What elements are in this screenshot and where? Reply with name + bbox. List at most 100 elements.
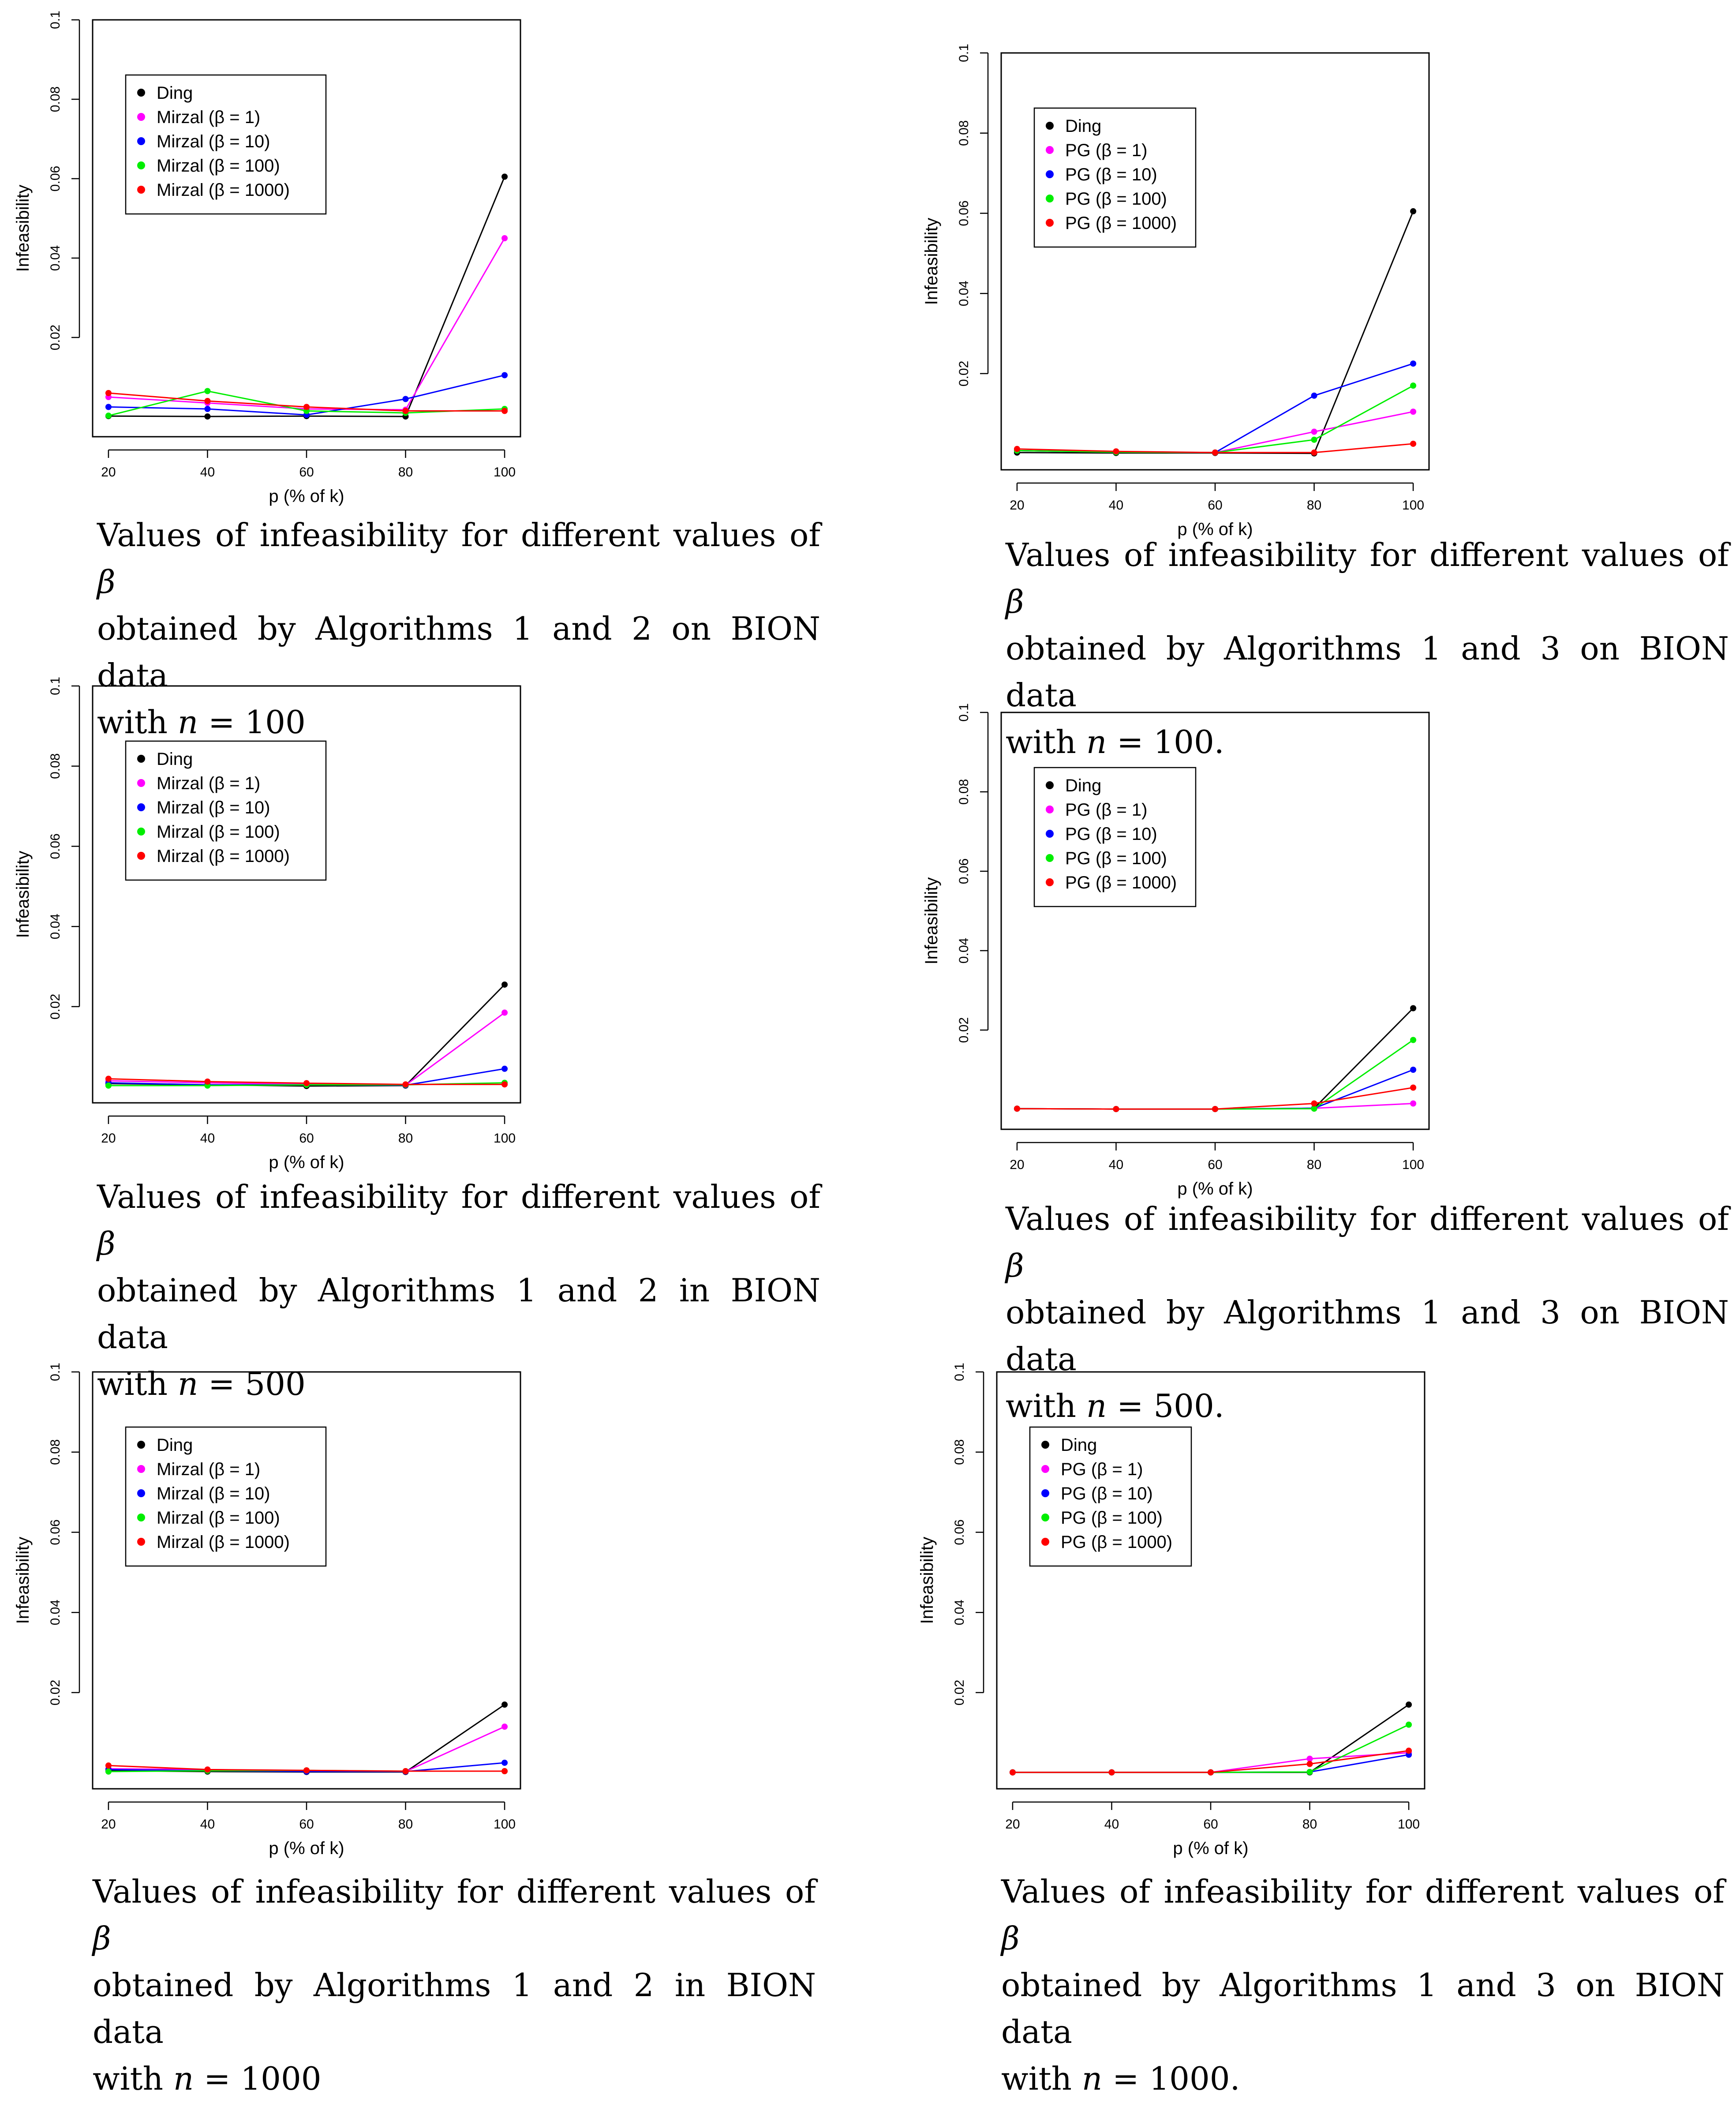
legend-marker-beta1000 [137, 186, 145, 194]
caption-beta-symbol: β [93, 1920, 111, 1957]
data-point-beta10 [1311, 392, 1317, 399]
legend-marker-beta1000 [137, 1538, 145, 1546]
y-axis-label: Infeasibility [13, 1537, 33, 1624]
x-tick-label: 40 [200, 465, 215, 480]
data-point-beta1000 [402, 1768, 409, 1775]
data-point-beta1000 [1306, 1761, 1313, 1767]
infeasibility-chart-alg2-n1000: 20 40 60 80 100 p (% of k) 0.02 0.04 0.06 0.08 0.1… [13, 1363, 521, 1858]
y-tick-label: 0.06 [48, 1519, 63, 1545]
y-tick-label: 0.1 [48, 1363, 63, 1381]
figure-caption: Values of infeasibility for different va… [93, 1868, 816, 2102]
legend-marker-beta10 [1046, 830, 1054, 838]
x-tick-label: 80 [1307, 1158, 1321, 1172]
data-point-beta1000 [105, 1075, 112, 1082]
data-point-beta1000 [105, 1762, 112, 1769]
chart-panel-4: 20 40 60 80 100 p (% of k) 0.02 0.04 0.06 0.08 0.1… [909, 693, 1729, 1424]
series-line-ding [108, 1704, 505, 1773]
x-axis-label: p (% of k) [1177, 1179, 1253, 1199]
series-line-ding [1017, 1008, 1414, 1110]
y-tick-label: 0.06 [48, 166, 63, 191]
infeasibility-chart-alg2-n500: 20 40 60 80 100 p (% of k) 0.02 0.04 0.06 0.08 0.1… [13, 677, 521, 1172]
legend-label: Mirzal (β = 10) [157, 132, 270, 151]
data-point-beta100 [1311, 1105, 1317, 1112]
data-point-beta1000 [303, 1080, 310, 1087]
caption-line-1: Values of infeasibility for different va… [1006, 1200, 1729, 1237]
caption-line-2: obtained by Algorithms 1 and 3 on BION d… [1001, 1967, 1725, 2050]
caption-line-3-rest: = 100. [1117, 723, 1224, 761]
data-point-ding [1406, 1701, 1412, 1708]
y-tick-label: 0.08 [957, 779, 971, 805]
legend-marker-beta1000 [1046, 878, 1054, 886]
data-point-beta10 [402, 396, 409, 402]
data-point-beta1000 [1014, 1105, 1020, 1112]
legend-marker-beta1 [1041, 1465, 1049, 1473]
data-point-beta1000 [1406, 1747, 1412, 1754]
infeasibility-chart-alg3-n1000: 20 40 60 80 100 p (% of k) 0.02 0.04 0.06 0.08 0.1… [917, 1363, 1425, 1858]
y-tick-label: 0.04 [48, 245, 63, 271]
y-axis-label: Infeasibility [922, 877, 941, 965]
data-point-beta100 [1306, 1769, 1313, 1775]
legend-label: PG (β = 1000) [1065, 214, 1177, 233]
series-line-beta10 [1017, 1069, 1414, 1110]
data-point-beta1000 [1212, 1106, 1218, 1113]
x-tick-label: 100 [494, 1817, 516, 1832]
caption-beta-symbol: β [1006, 1247, 1024, 1284]
x-tick-label: 80 [1302, 1817, 1317, 1832]
x-tick-label: 80 [1307, 498, 1321, 513]
x-tick-label: 100 [1402, 1158, 1424, 1172]
data-point-beta1000 [204, 1078, 211, 1085]
legend-label: Mirzal (β = 1000) [157, 180, 290, 200]
x-tick-label: 40 [200, 1817, 215, 1832]
legend-box [1033, 767, 1197, 907]
legend-marker-ding [137, 755, 145, 763]
y-tick-label: 0.1 [48, 677, 63, 695]
legend-marker-beta1 [137, 113, 145, 121]
legend-marker-beta1000 [137, 852, 145, 860]
caption-beta-symbol: β [1006, 583, 1024, 620]
x-tick-label: 40 [200, 1131, 215, 1146]
data-point-beta100 [105, 1082, 112, 1089]
caption-line-1: Values of infeasibility for different va… [1006, 536, 1729, 573]
data-point-beta1000 [1009, 1769, 1016, 1776]
caption-line-2: obtained by Algorithms 1 and 3 on BION d… [1006, 1294, 1729, 1378]
legend-marker-beta10 [1041, 1489, 1049, 1497]
data-point-beta100 [1410, 382, 1417, 389]
data-point-beta1 [501, 235, 508, 241]
data-point-beta1000 [402, 1081, 409, 1088]
y-tick-label: 0.1 [957, 44, 971, 62]
legend-label: Ding [157, 83, 193, 103]
caption-line-3-rest: = 1000 [204, 2060, 322, 2097]
y-axis-label: Infeasibility [13, 851, 33, 938]
legend-marker-beta10 [137, 137, 145, 145]
legend-label: Ding [157, 1435, 193, 1455]
y-tick-label: 0.04 [952, 1600, 967, 1625]
caption-line-1: Values of infeasibility for different va… [97, 517, 820, 554]
figure-caption: Values of infeasibility for different va… [1006, 1195, 1729, 1429]
legend-label: PG (β = 1000) [1065, 873, 1177, 892]
legend-label: PG (β = 100) [1065, 189, 1167, 209]
legend-label: PG (β = 1) [1065, 141, 1147, 160]
caption-line-2: obtained by Algorithms 1 and 2 in BION d… [97, 1272, 820, 1356]
series-line-beta1000 [1012, 1750, 1409, 1773]
plot-frame [92, 685, 521, 1104]
legend-marker-beta100 [1046, 195, 1054, 202]
y-tick-label: 0.06 [48, 833, 63, 859]
y-tick-label: 0.08 [952, 1439, 967, 1465]
figure-caption: Values of infeasibility for different va… [97, 1173, 820, 1407]
x-tick-label: 20 [101, 465, 116, 480]
legend-label: Mirzal (β = 1000) [157, 1532, 290, 1552]
data-point-beta1000 [1311, 449, 1317, 456]
legend-label: Mirzal (β = 10) [157, 798, 270, 817]
caption-line-1: Values of infeasibility for different va… [97, 1178, 820, 1215]
legend-label: PG (β = 1000) [1061, 1532, 1172, 1552]
x-tick-label: 100 [1398, 1817, 1420, 1832]
legend-label: Ding [1065, 776, 1101, 795]
data-point-beta100 [105, 412, 112, 419]
data-point-beta1000 [1113, 1106, 1119, 1113]
x-axis-label: p (% of k) [1177, 520, 1253, 539]
data-point-beta10 [1410, 360, 1417, 367]
data-point-beta1000 [1212, 449, 1218, 456]
infeasibility-chart-alg3-n100: 20 40 60 80 100 p (% of k) 0.02 0.04 0.06 0.08 0.1… [922, 44, 1430, 539]
legend-marker-beta100 [137, 161, 145, 169]
y-axis-label: Infeasibility [922, 218, 941, 305]
